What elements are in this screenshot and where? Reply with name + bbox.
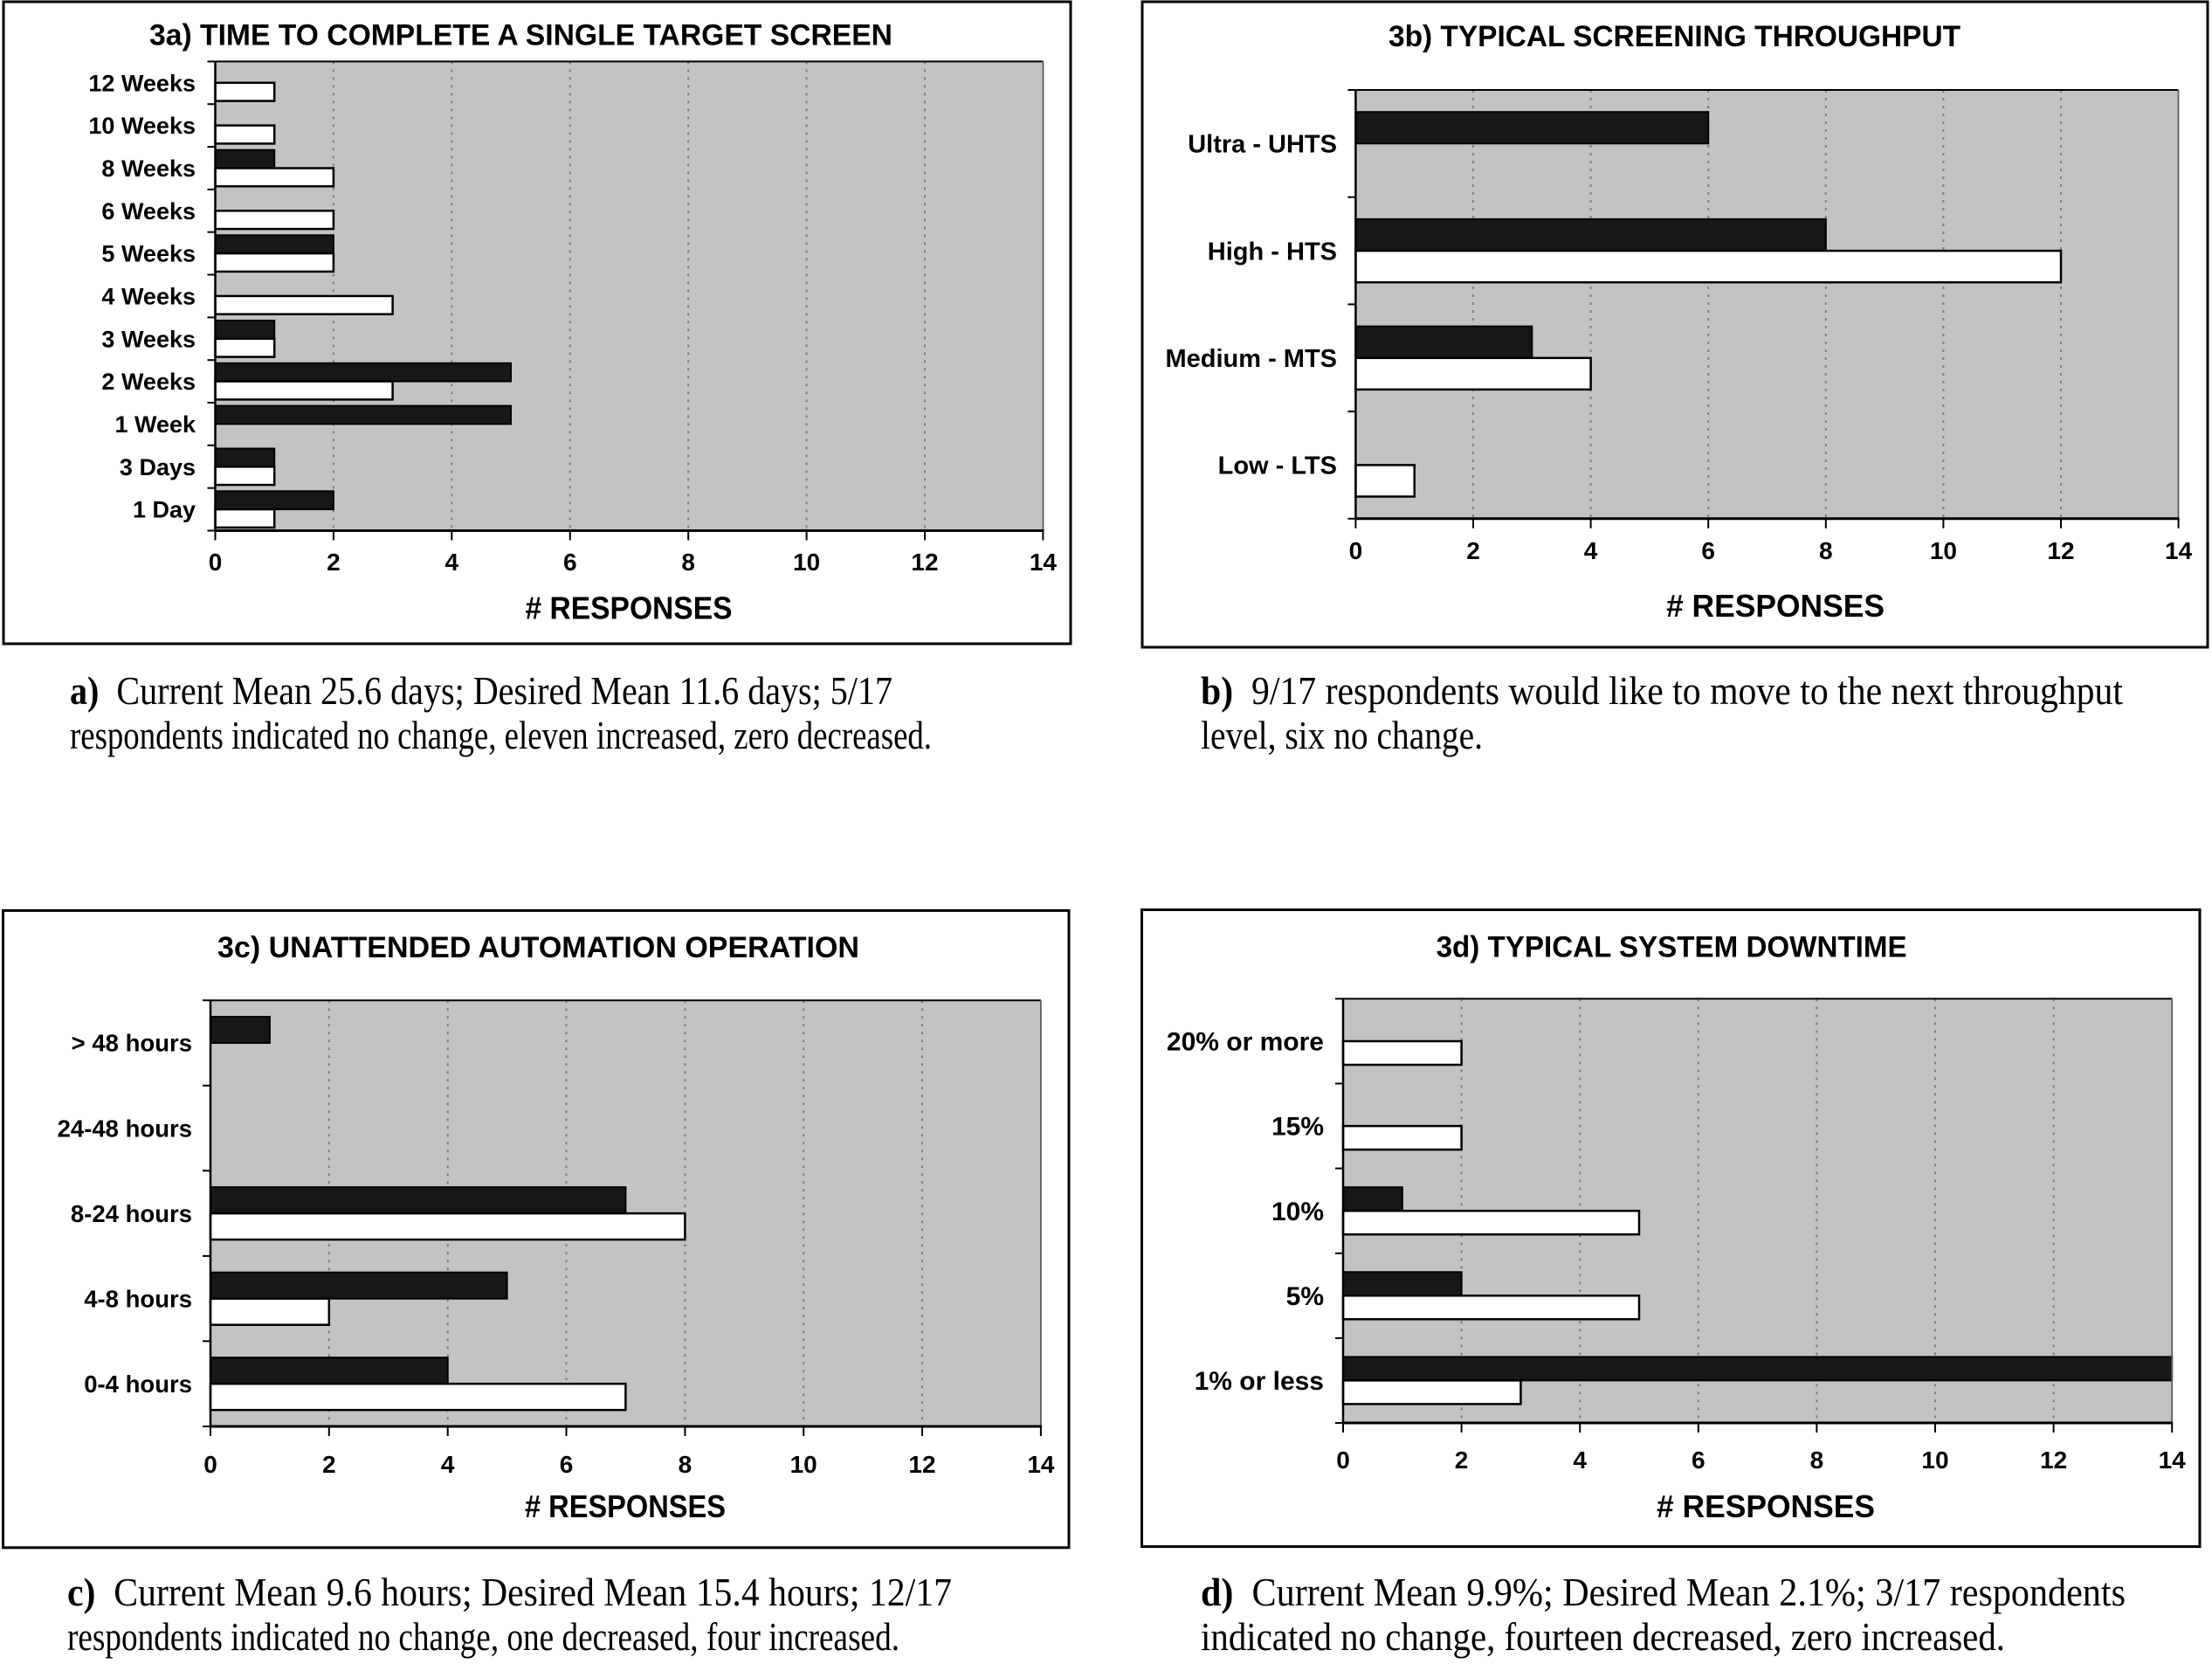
svg-text:10 Weeks: 10 Weeks <box>88 113 196 139</box>
svg-text:1 Week: 1 Week <box>114 411 196 438</box>
svg-text:High - HTS: High - HTS <box>1208 238 1337 266</box>
svg-text:6: 6 <box>563 549 577 576</box>
svg-text:# RESPONSES: # RESPONSES <box>1657 1488 1875 1524</box>
svg-text:3b) TYPICAL SCREENING THROUGHP: 3b) TYPICAL SCREENING THROUGHPUT <box>1389 20 1960 53</box>
svg-text:10: 10 <box>1921 1447 1948 1474</box>
svg-text:14: 14 <box>1030 549 1058 576</box>
svg-text:2 Weeks: 2 Weeks <box>101 369 196 395</box>
svg-text:4: 4 <box>1573 1447 1587 1474</box>
svg-text:12: 12 <box>911 549 938 576</box>
svg-text:12: 12 <box>908 1451 935 1478</box>
svg-text:0: 0 <box>1349 537 1363 564</box>
svg-text:6: 6 <box>560 1451 574 1478</box>
svg-text:2: 2 <box>327 549 341 576</box>
svg-text:20% or more: 20% or more <box>1167 1028 1324 1057</box>
svg-text:# RESPONSES: # RESPONSES <box>1666 588 1885 624</box>
svg-text:4 Weeks: 4 Weeks <box>101 284 196 310</box>
svg-text:10: 10 <box>793 549 820 576</box>
svg-text:respondents indicated no chang: respondents indicated no change, eleven … <box>70 713 932 757</box>
svg-text:5%: 5% <box>1286 1282 1324 1311</box>
svg-text:8: 8 <box>681 549 695 576</box>
svg-text:8: 8 <box>1819 537 1833 564</box>
svg-text:2: 2 <box>1466 537 1480 564</box>
svg-text:14: 14 <box>2165 537 2193 564</box>
svg-text:15%: 15% <box>1271 1113 1324 1142</box>
svg-text:0-4 hours: 0-4 hours <box>84 1371 192 1398</box>
svg-text:# RESPONSES: # RESPONSES <box>526 590 733 626</box>
svg-text:Ultra - UHTS: Ultra - UHTS <box>1188 131 1337 159</box>
svg-text:# RESPONSES: # RESPONSES <box>525 1488 726 1524</box>
svg-text:0: 0 <box>203 1451 217 1478</box>
svg-text:8: 8 <box>1810 1447 1824 1474</box>
svg-text:2: 2 <box>322 1451 336 1478</box>
svg-text:3a) TIME TO COMPLETE A SINGLE: 3a) TIME TO COMPLETE A SINGLE TARGET SCR… <box>149 19 892 52</box>
svg-text:14: 14 <box>2159 1447 2187 1474</box>
svg-text:6: 6 <box>1692 1447 1706 1474</box>
svg-text:12 Weeks: 12 Weeks <box>88 70 196 96</box>
svg-text:b) 9/17 respondents would lik: b) 9/17 respondents would like to move t… <box>1201 668 2123 713</box>
svg-text:indicated no change, fourteen: indicated no change, fourteen decreased,… <box>1201 1614 2005 1659</box>
svg-text:d) Current Mean 9.9%; Desired: d) Current Mean 9.9%; Desired Mean 2.1%;… <box>1201 1570 2126 1614</box>
svg-text:10: 10 <box>790 1451 817 1478</box>
svg-text:12: 12 <box>2047 537 2074 564</box>
svg-text:Medium - MTS: Medium - MTS <box>1165 345 1337 373</box>
svg-text:2: 2 <box>1455 1447 1469 1474</box>
svg-text:3 Weeks: 3 Weeks <box>101 326 196 352</box>
svg-text:1 Day: 1 Day <box>133 497 196 523</box>
svg-text:0: 0 <box>1336 1447 1350 1474</box>
svg-text:3d) TYPICAL SYSTEM DOWNTIME: 3d) TYPICAL SYSTEM DOWNTIME <box>1437 931 1907 964</box>
svg-text:4: 4 <box>441 1451 455 1478</box>
svg-text:0: 0 <box>209 549 223 576</box>
svg-text:6 Weeks: 6 Weeks <box>101 198 196 224</box>
svg-text:4: 4 <box>445 549 459 576</box>
svg-text:14: 14 <box>1027 1451 1055 1478</box>
svg-text:1% or less: 1% or less <box>1195 1367 1324 1396</box>
svg-text:8-24 hours: 8-24 hours <box>71 1200 192 1227</box>
svg-text:c) Current Mean 9.6 hours; De: c) Current Mean 9.6 hours; Desired Mean … <box>67 1570 952 1614</box>
svg-text:10%: 10% <box>1271 1198 1324 1226</box>
svg-text:10: 10 <box>1930 537 1957 564</box>
svg-text:level, six no change.: level, six no change. <box>1201 713 1483 757</box>
svg-text:3 Days: 3 Days <box>120 454 196 480</box>
svg-text:3c) UNATTENDED AUTOMATION OPER: 3c) UNATTENDED AUTOMATION OPERATION <box>217 931 859 964</box>
svg-text:5 Weeks: 5 Weeks <box>101 241 196 267</box>
svg-text:respondents indicated no chang: respondents indicated no change, one dec… <box>67 1614 899 1659</box>
svg-text:8: 8 <box>679 1451 693 1478</box>
svg-text:12: 12 <box>2040 1447 2067 1474</box>
svg-text:8 Weeks: 8 Weeks <box>101 155 196 182</box>
svg-text:a) Current Mean 25.6 days; De: a) Current Mean 25.6 days; Desired Mean … <box>70 668 892 713</box>
svg-text:24-48 hours: 24-48 hours <box>58 1115 192 1142</box>
svg-text:4-8 hours: 4-8 hours <box>84 1285 192 1312</box>
svg-text:4: 4 <box>1584 537 1598 564</box>
svg-text:Low - LTS: Low - LTS <box>1218 452 1337 480</box>
svg-text:6: 6 <box>1701 537 1715 564</box>
svg-text:> 48 hours: > 48 hours <box>72 1030 192 1057</box>
